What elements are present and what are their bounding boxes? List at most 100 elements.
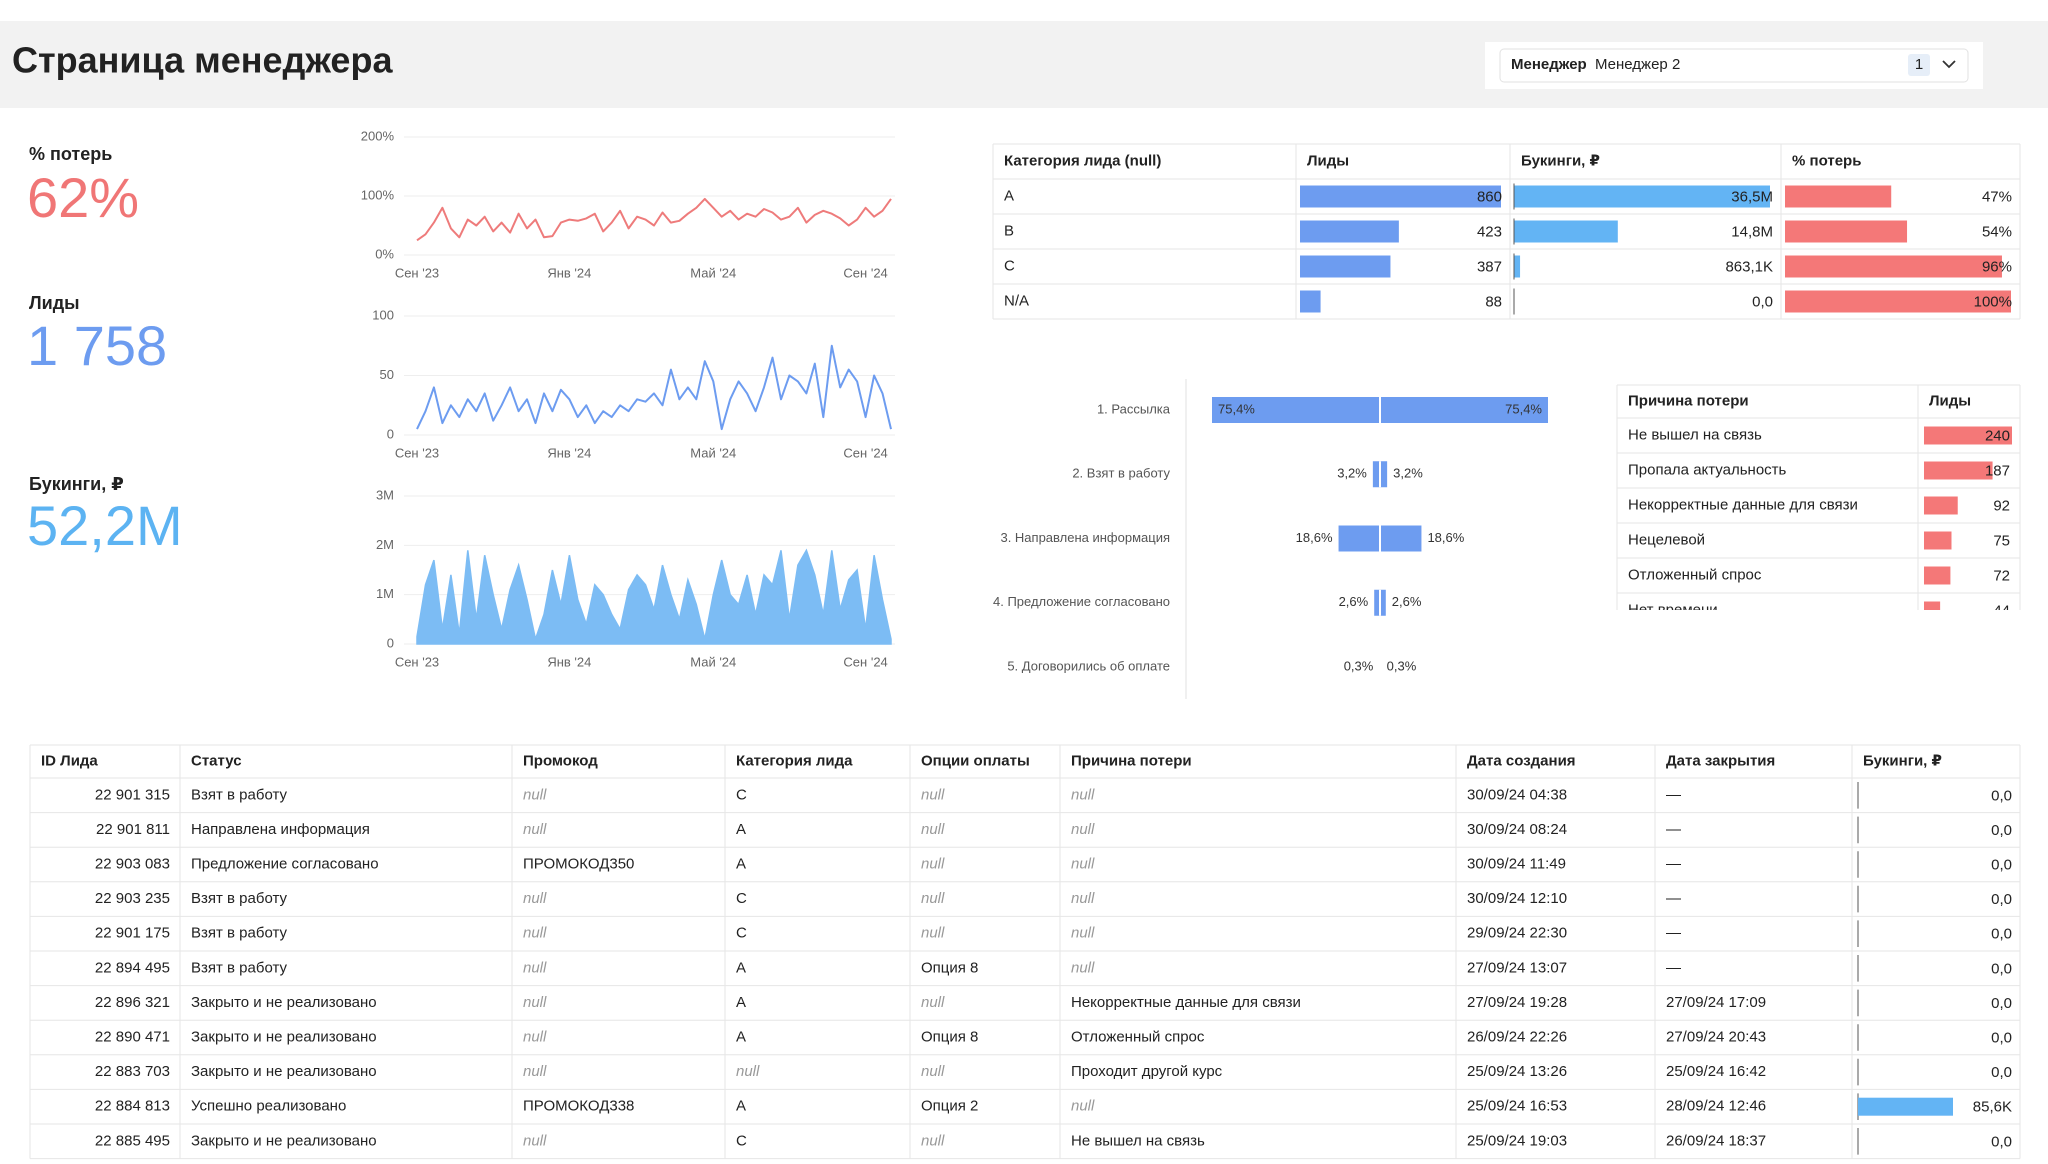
table-cell: C	[736, 786, 747, 803]
table-cell: 30/09/24 12:10	[1467, 890, 1567, 907]
table-cell: 22 894 495	[95, 959, 170, 976]
table-cell: 22 903 235	[95, 890, 170, 907]
kpi-value: 1 758	[27, 314, 167, 377]
null-cell: null	[1071, 855, 1095, 872]
null-cell: null	[736, 1063, 760, 1080]
table-cell: 29/09/24 22:30	[1467, 925, 1567, 942]
table-cell: Взят в работу	[191, 786, 288, 803]
table-cell: Закрыто и не реализовано	[191, 1028, 377, 1045]
reason-bar	[1924, 567, 1950, 585]
loss-value: 100%	[1974, 293, 2012, 310]
null-cell: null	[921, 1063, 945, 1080]
null-cell: null	[921, 1132, 945, 1149]
reason-value: 92	[1993, 497, 2010, 514]
table-header: Букинги, ₽	[1863, 752, 1942, 769]
table-cell: ПРОМОКОД338	[523, 1098, 634, 1115]
table-header: Причина потери	[1628, 392, 1749, 409]
y-tick-label: 200%	[361, 128, 395, 143]
bookings-value: 14,8M	[1731, 223, 1773, 240]
x-tick-label: Янв '24	[547, 654, 591, 669]
funnel-label: 5. Договорились об оплате	[1007, 658, 1170, 673]
table-cell: Закрыто и не реализовано	[191, 1132, 377, 1149]
bookings-bar	[1514, 221, 1618, 243]
null-cell: null	[1071, 786, 1095, 803]
table-cell: Нецелевой	[1628, 531, 1705, 548]
table-cell: Нет времени	[1628, 601, 1718, 618]
y-tick-label: 3M	[376, 487, 394, 502]
loss-bar	[1785, 256, 2002, 278]
table-cell: 22 896 321	[95, 994, 170, 1011]
table-cell: Опция 8	[921, 959, 978, 976]
bookings-value: 0,0	[1991, 891, 2012, 908]
reason-bar	[1924, 497, 1958, 515]
x-tick-label: Янв '24	[547, 445, 591, 460]
null-cell: null	[921, 994, 945, 1011]
y-tick-label: 1M	[376, 586, 394, 601]
table-cell: Закрыто и не реализовано	[191, 994, 377, 1011]
null-cell: null	[523, 890, 547, 907]
null-cell: null	[523, 925, 547, 942]
table-cell: N/A	[1004, 292, 1029, 309]
funnel-value-left: 0,3%	[1344, 658, 1374, 673]
null-cell: null	[523, 821, 547, 838]
table-cell: —	[1666, 786, 1681, 803]
bookings-value: 36,5M	[1731, 188, 1773, 205]
null-cell: null	[921, 890, 945, 907]
null-cell: null	[523, 786, 547, 803]
null-cell: null	[1071, 925, 1095, 942]
null-cell: null	[523, 959, 547, 976]
bookings-bar	[1514, 256, 1520, 278]
leads-value: 860	[1477, 188, 1502, 205]
bookings-value: 0,0	[1991, 960, 2012, 977]
table-cell: C	[736, 1132, 747, 1149]
funnel-value-right: 2,6%	[1392, 594, 1422, 609]
x-tick-label: Сен '24	[843, 654, 887, 669]
x-tick-label: Май '24	[690, 654, 736, 669]
null-cell: null	[1071, 821, 1095, 838]
reason-table: Причина потериЛидыНе вышел на связь240Пр…	[1617, 385, 2020, 628]
line	[417, 199, 891, 240]
null-cell: null	[921, 786, 945, 803]
leads-bar	[1300, 291, 1321, 313]
table-header: Статус	[191, 752, 242, 769]
null-cell: null	[921, 821, 945, 838]
table-cell: Закрыто и не реализовано	[191, 1063, 377, 1080]
table-header: Дата закрытия	[1666, 752, 1775, 769]
table-cell: Взят в работу	[191, 890, 288, 907]
bookings-value: 0,0	[1991, 995, 2012, 1012]
table-cell: Отложенный спрос	[1071, 1028, 1205, 1045]
filter-label: Менеджер	[1511, 56, 1587, 73]
table-cell: 28/09/24 12:46	[1666, 1098, 1766, 1115]
table-cell: C	[1004, 257, 1015, 274]
table-cell: ПРОМОКОД350	[523, 855, 634, 872]
table-cell: 27/09/24 17:09	[1666, 994, 1766, 1011]
funnel-value-right: 18,6%	[1427, 530, 1464, 545]
null-cell: null	[523, 994, 547, 1011]
bookings-bar	[1858, 1098, 1953, 1116]
reason-value: 75	[1993, 532, 2010, 549]
bookings-value: 0,0	[1991, 1133, 2012, 1150]
line	[417, 346, 891, 429]
funnel-value-left: 75,4%	[1218, 401, 1255, 416]
table-cell: Опция 8	[921, 1028, 978, 1045]
table-header: Лиды	[1307, 152, 1349, 169]
table-cell: 30/09/24 04:38	[1467, 786, 1567, 803]
y-tick-label: 50	[380, 367, 394, 382]
x-tick-label: Май '24	[690, 265, 736, 280]
bookings-value: 0,0	[1991, 926, 2012, 943]
table-cell: 25/09/24 19:03	[1467, 1132, 1567, 1149]
loss-value: 47%	[1982, 188, 2012, 205]
bookings-value: 85,6K	[1973, 1099, 2012, 1116]
table-cell: 22 884 813	[95, 1098, 170, 1115]
table-cell: 30/09/24 11:49	[1467, 855, 1566, 872]
x-tick-label: Май '24	[690, 445, 736, 460]
table-cell: Направлена информация	[191, 821, 370, 838]
table-cell: A	[736, 959, 746, 976]
filter-count: 1	[1915, 56, 1923, 73]
table-cell: Проходит другой курс	[1071, 1063, 1223, 1080]
leads-value: 387	[1477, 258, 1502, 275]
kpi-label: % потерь	[29, 144, 112, 164]
table-cell: A	[736, 1028, 746, 1045]
